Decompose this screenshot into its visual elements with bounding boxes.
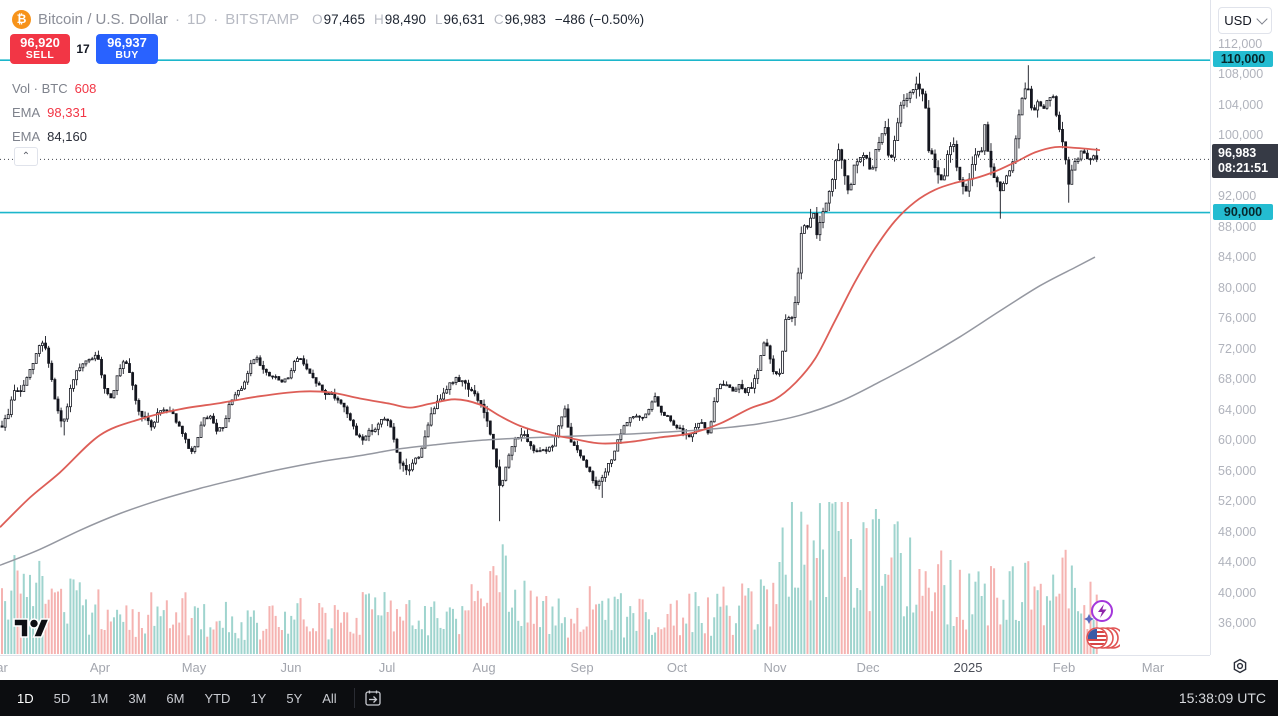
date-range-buttons: 1D 5D 1M 3M 6M YTD 1Y 5Y All — [0, 687, 346, 710]
range-button-5d[interactable]: 5D — [53, 690, 71, 706]
legend-value: 84,160 — [47, 128, 87, 144]
axis-settings-gear-icon[interactable] — [1232, 658, 1248, 674]
time-axis-label: Jul — [378, 660, 396, 675]
spread-value: 17 — [70, 34, 96, 64]
separator-dot: · — [175, 10, 181, 28]
time-axis-label: Apr — [89, 660, 111, 675]
time-axis-label: ar — [0, 660, 8, 675]
currency-label: USD — [1224, 13, 1252, 28]
chevron-down-icon — [1256, 12, 1268, 25]
legend-value: 608 — [74, 80, 97, 96]
ai-spark-icon — [1084, 600, 1113, 624]
bottom-toolbar: 1D 5D 1M 3M 6M YTD 1Y 5Y All 15:38:09 UTC — [0, 680, 1278, 716]
time-axis-label: Sep — [570, 660, 594, 675]
price-tick-label: 64,000 — [1218, 402, 1257, 417]
price-countdown: 08:21:51 — [1218, 161, 1269, 176]
time-axis-label: Mar — [1141, 660, 1165, 675]
ohlc-values: O97,465 H98,490 L96,631 C96,983 — [312, 11, 546, 27]
range-button-1y[interactable]: 1Y — [250, 690, 267, 706]
price-tick-label: 92,000 — [1218, 189, 1257, 204]
range-button-6m[interactable]: 6M — [166, 690, 185, 706]
open-value: 97,465 — [323, 11, 365, 27]
timeframe-label[interactable]: 1D — [187, 10, 207, 28]
price-tick-label: 108,000 — [1218, 67, 1264, 82]
legend-label: EMA — [12, 128, 41, 144]
time-axis-label: Jun — [280, 660, 302, 675]
price-tick-label: 48,000 — [1218, 524, 1257, 539]
level-price-badge[interactable]: 110,000 — [1213, 51, 1273, 68]
price-tick-label: 76,000 — [1218, 311, 1257, 326]
horizontal-level-lines[interactable] — [0, 59, 1210, 214]
last-price-value: 96,983 — [1218, 146, 1257, 161]
exchange-label[interactable]: BITSTAMP — [225, 10, 300, 28]
time-axis-label: Nov — [763, 660, 787, 675]
symbol-title[interactable]: Bitcoin / U.S. Dollar — [38, 10, 169, 28]
us-flag-events-icon — [1086, 627, 1120, 649]
chart-event-badges[interactable] — [1080, 597, 1120, 653]
bitcoin-icon: ₿ — [12, 9, 31, 29]
price-tick-label: 100,000 — [1218, 128, 1264, 143]
last-price-badge: 96,983 08:21:51 — [1212, 144, 1278, 179]
trade-widget: 96,920 SELL 17 96,937 BUY — [10, 34, 158, 64]
price-tick-label: 60,000 — [1218, 433, 1257, 448]
low-value: 96,631 — [443, 11, 485, 27]
price-tick-label: 56,000 — [1218, 463, 1257, 478]
price-tick-label: 104,000 — [1218, 97, 1264, 112]
time-axis[interactable]: ar Apr May Jun Jul Aug Sep Oct Nov Dec 2025 Feb Mar — [0, 655, 1210, 681]
candles — [0, 65, 1099, 522]
level-price-badge[interactable]: 90,000 — [1213, 203, 1273, 220]
price-chart[interactable] — [0, 0, 1210, 655]
price-tick-label: 68,000 — [1218, 372, 1257, 387]
symbol-header: ₿ Bitcoin / U.S. Dollar · 1D · BITSTAMP … — [12, 8, 644, 30]
buy-button[interactable]: 96,937 BUY — [96, 34, 158, 64]
price-tick-label: 40,000 — [1218, 585, 1257, 600]
price-tick-label: 36,000 — [1218, 616, 1257, 630]
price-axis[interactable]: 112,000 108,000 104,000 100,000 92,000 88,000… — [1210, 0, 1278, 655]
volume-bars — [1, 502, 1098, 654]
range-button-ytd[interactable]: YTD — [204, 690, 231, 706]
legend-label: EMA — [12, 104, 41, 120]
toolbar-divider — [353, 688, 355, 708]
separator-dot: · — [213, 10, 219, 28]
price-tick-label: 44,000 — [1218, 555, 1257, 570]
legend-row-1[interactable]: EMA 98,331 — [12, 100, 96, 124]
legend-row-2[interactable]: EMA 84,160 — [12, 124, 96, 148]
range-button-3m[interactable]: 3M — [128, 690, 147, 706]
indicator-legend: Vol · BTC 608 EMA 98,331 EMA 84,160 — [12, 76, 96, 148]
range-button-1m[interactable]: 1M — [90, 690, 109, 706]
utc-clock[interactable]: 15:38:09 UTC — [1178, 690, 1266, 706]
legend-label: Vol · BTC — [12, 80, 68, 96]
sell-button[interactable]: 96,920 SELL — [10, 34, 70, 64]
time-axis-label: Oct — [666, 660, 688, 675]
close-value: 96,983 — [504, 11, 546, 27]
tradingview-logo[interactable] — [12, 615, 52, 643]
price-tick-label: 80,000 — [1218, 280, 1257, 295]
range-button-all[interactable]: All — [322, 690, 337, 706]
price-tick-label: 88,000 — [1218, 219, 1257, 234]
time-axis-label: Aug — [472, 660, 496, 675]
time-axis-label: Dec — [856, 660, 880, 675]
time-axis-label: Feb — [1052, 660, 1076, 675]
currency-selector[interactable]: USD — [1218, 7, 1272, 34]
time-axis-label: 2025 — [953, 660, 983, 675]
price-tick-label: 52,000 — [1218, 494, 1257, 509]
time-axis-label: May — [181, 660, 207, 675]
ema-fast-line[interactable] — [0, 145, 1101, 528]
collapse-legend-button[interactable]: ⌃ — [14, 147, 38, 166]
price-tick-label: 72,000 — [1218, 341, 1257, 356]
price-tick-label: 84,000 — [1218, 250, 1257, 265]
range-button-5y[interactable]: 5Y — [286, 690, 303, 706]
high-value: 98,490 — [384, 11, 426, 27]
legend-row-0[interactable]: Vol · BTC 608 — [12, 76, 96, 100]
go-to-date-icon[interactable] — [363, 688, 383, 708]
legend-value: 98,331 — [47, 104, 87, 120]
change-value: −486 (−0.50%) — [554, 11, 645, 27]
price-tick-label: 112,000 — [1218, 37, 1263, 51]
range-button-1d[interactable]: 1D — [17, 690, 34, 706]
